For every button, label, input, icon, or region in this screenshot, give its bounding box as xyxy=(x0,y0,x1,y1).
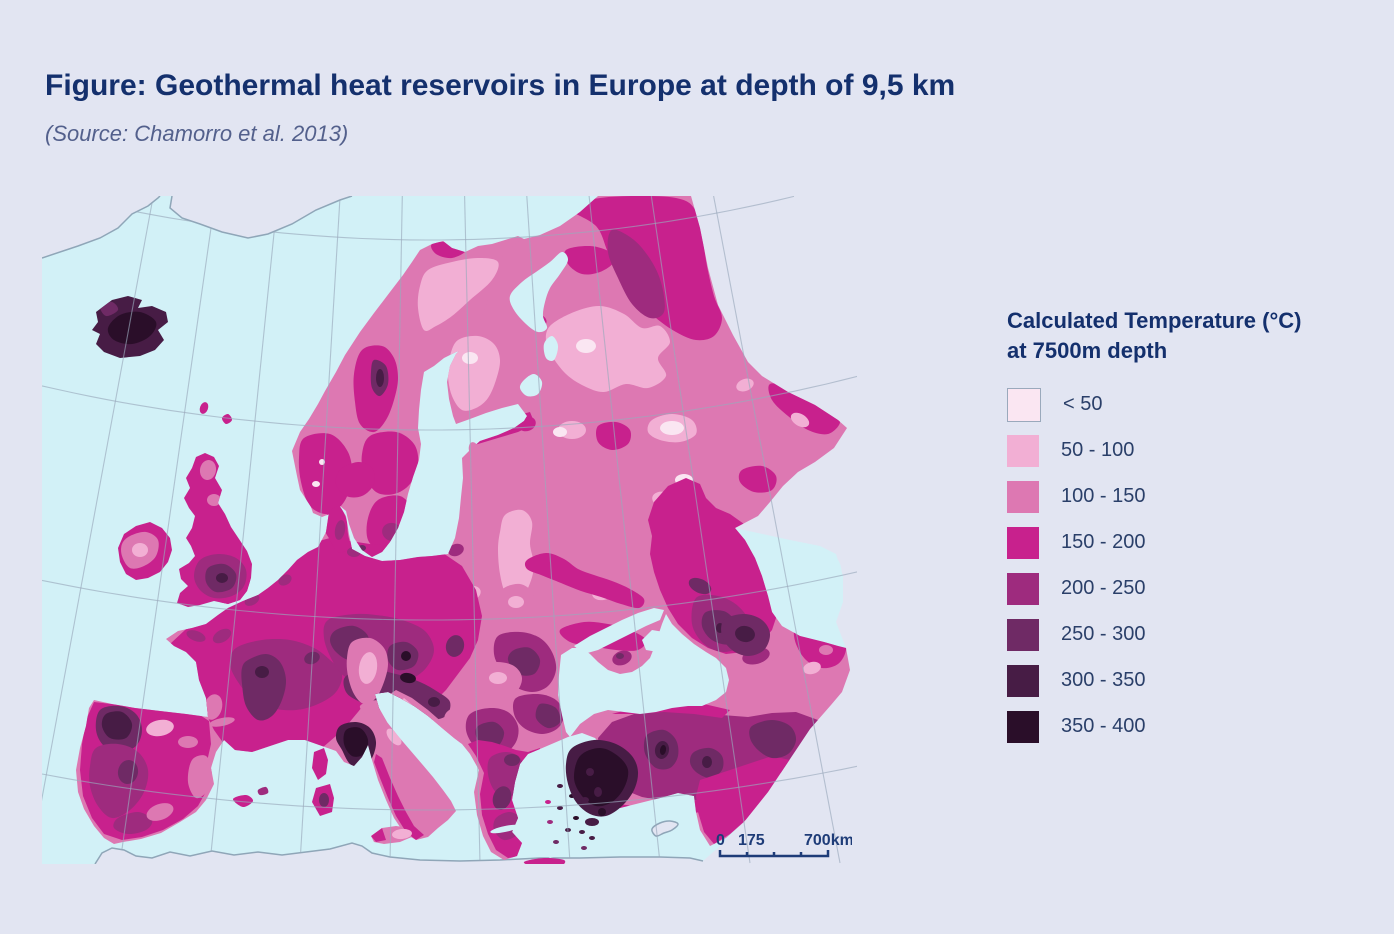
svg-text:175: 175 xyxy=(738,832,765,849)
svg-text:700km: 700km xyxy=(804,832,852,849)
svg-text:0: 0 xyxy=(716,832,725,849)
